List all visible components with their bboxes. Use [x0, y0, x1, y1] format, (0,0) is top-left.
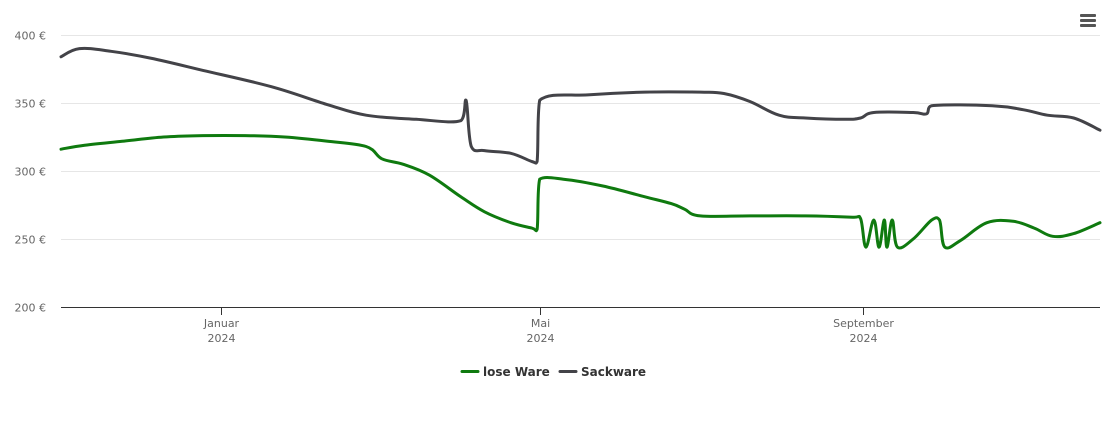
hamburger-menu-icon — [1080, 24, 1096, 27]
series-line-sackware — [59, 46, 1102, 165]
x-tick-label: September — [833, 317, 894, 330]
grid-lines — [61, 35, 1100, 240]
y-tick-label: 350 € — [15, 98, 47, 111]
legend-item-lose-ware[interactable]: lose Ware — [460, 365, 550, 379]
x-tick-label: Januar — [203, 317, 240, 330]
chart-menu-button[interactable] — [1076, 10, 1100, 32]
x-tick-sublabel: 2024 — [527, 332, 555, 345]
hamburger-menu-icon — [1080, 14, 1096, 17]
y-tick-label: 300 € — [15, 166, 47, 179]
y-tick-label: 250 € — [15, 234, 47, 247]
legend-label: lose Ware — [483, 365, 550, 379]
legend-label: Sackware — [581, 365, 646, 379]
legend-item-sackware[interactable]: Sackware — [558, 365, 646, 379]
x-tick-label: Mai — [531, 317, 550, 330]
y-tick-label: 200 € — [15, 302, 47, 315]
y-tick-label: 400 € — [15, 30, 47, 43]
series-lines — [59, 46, 1102, 250]
x-axis: Januar 2024 Mai 2024 September 2024 — [203, 307, 894, 345]
hamburger-menu-icon — [1080, 19, 1096, 22]
legend[interactable]: lose Ware Sackware — [460, 365, 646, 379]
series-line-lose-ware — [59, 133, 1102, 250]
x-tick-sublabel: 2024 — [208, 332, 236, 345]
y-axis: 200 € 250 € 300 € 350 € 400 € — [15, 30, 47, 315]
x-tick-sublabel: 2024 — [850, 332, 878, 345]
